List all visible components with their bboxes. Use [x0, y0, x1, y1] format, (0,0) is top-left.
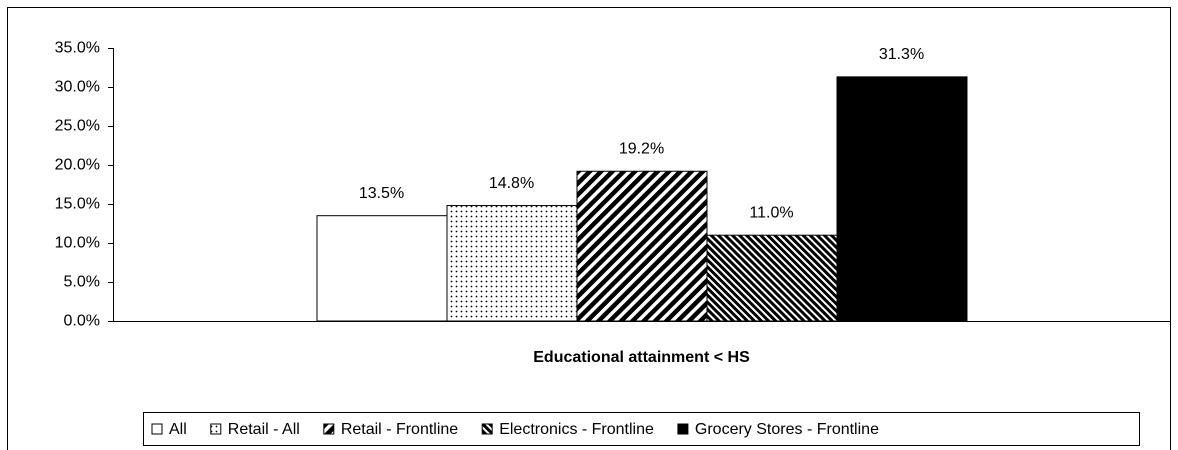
y-tick-label: 5.0%	[64, 274, 100, 291]
y-tick-label: 25.0%	[55, 118, 100, 135]
legend-swatch	[481, 423, 493, 435]
legend-swatch	[677, 423, 689, 435]
value-label: 11.0%	[749, 204, 793, 221]
bar	[836, 76, 968, 322]
y-tick-label: 15.0%	[55, 196, 100, 213]
bar	[316, 215, 448, 322]
legend-swatch	[210, 423, 222, 435]
y-tick-label: 35.0%	[55, 40, 100, 57]
legend-label: Retail - Frontline	[341, 421, 458, 438]
legend-label: Grocery Stores - Frontline	[695, 421, 879, 438]
bar	[706, 234, 838, 322]
legend-swatch	[323, 423, 335, 435]
bar	[446, 205, 578, 322]
y-tick-label: 20.0%	[55, 157, 100, 174]
legend-label: Electronics - Frontline	[499, 421, 654, 438]
legend-box	[143, 412, 1140, 446]
x-tick-label: Educational attainment < HS	[533, 349, 750, 366]
value-label: 31.3%	[879, 46, 924, 63]
value-label: 14.8%	[489, 175, 534, 192]
bar	[576, 170, 708, 322]
y-tick-label: 0.0%	[64, 313, 100, 330]
legend-label: Retail - All	[228, 421, 300, 438]
value-label: 13.5%	[359, 185, 404, 202]
legend-swatch	[151, 423, 163, 435]
y-tick-label: 10.0%	[55, 235, 100, 252]
value-label: 19.2%	[619, 140, 664, 157]
y-tick-label: 30.0%	[55, 79, 100, 96]
legend-label: All	[169, 421, 187, 438]
chart-frame	[7, 7, 1171, 450]
